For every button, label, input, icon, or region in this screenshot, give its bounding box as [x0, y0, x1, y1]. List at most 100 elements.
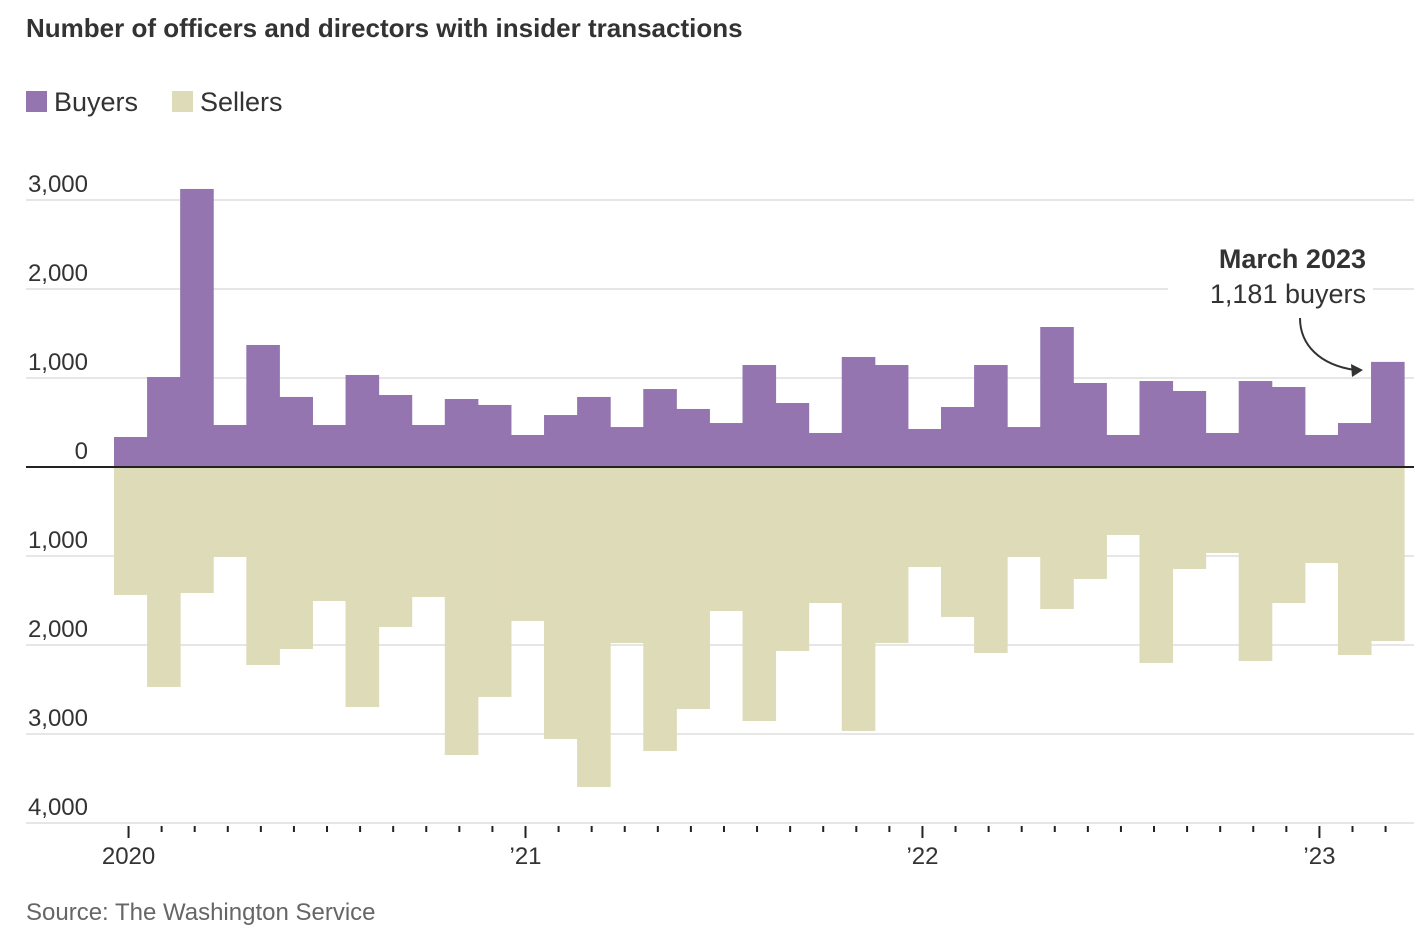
bar-sellers	[1073, 467, 1107, 579]
bar-sellers	[1371, 467, 1405, 641]
bar-sellers	[775, 467, 810, 651]
bar-sellers	[808, 467, 843, 603]
y-tick-label: 2,000	[28, 260, 88, 287]
bar-sellers	[1040, 467, 1074, 610]
y-tick-label: 3,000	[28, 171, 88, 198]
bar-sellers	[1139, 467, 1174, 663]
bar-sellers	[147, 467, 181, 688]
annotation: March 2023 1,181 buyers	[1210, 244, 1366, 377]
bar-sellers	[213, 467, 247, 557]
bar-buyers	[610, 427, 644, 467]
bar-buyers	[246, 344, 280, 467]
legend-label-sellers: Sellers	[200, 87, 283, 117]
bar-buyers	[974, 365, 1008, 467]
bar-buyers	[544, 415, 578, 467]
bar-sellers	[643, 467, 677, 751]
bar-sellers	[378, 467, 413, 628]
bar-sellers	[709, 467, 744, 612]
bar-sellers	[742, 467, 777, 722]
x-tick-label: ’23	[1303, 843, 1335, 870]
x-tick-label: ’22	[906, 843, 938, 870]
legend-swatch-buyers	[26, 91, 47, 112]
bar-buyers	[1371, 361, 1405, 467]
bar-sellers	[676, 467, 710, 709]
annotation-arrowhead	[1351, 364, 1363, 377]
bar-buyers	[775, 403, 810, 467]
bar-buyers	[907, 428, 942, 467]
bar-sellers	[1172, 467, 1207, 569]
annotation-text: 1,181 buyers	[1210, 279, 1366, 309]
bar-buyers	[1238, 381, 1273, 467]
bar-buyers	[1172, 390, 1207, 467]
annotation-title: March 2023	[1219, 244, 1366, 274]
bar-sellers	[544, 467, 578, 739]
y-tick-label: 0	[75, 438, 88, 465]
bar-sellers	[1304, 467, 1339, 564]
bar-buyers	[676, 408, 710, 467]
bar-buyers	[577, 396, 611, 467]
bar-buyers	[378, 394, 413, 467]
bar-sellers	[1337, 467, 1372, 655]
bar-sellers	[180, 467, 214, 594]
bar-buyers	[510, 434, 545, 467]
bar-buyers	[1304, 434, 1339, 467]
bar-buyers	[1337, 423, 1372, 467]
bar-sellers	[279, 467, 313, 650]
bar-buyers	[114, 437, 148, 467]
x-tick-label: ’21	[509, 843, 541, 870]
bar-buyers	[1007, 427, 1041, 467]
bar-buyers	[941, 407, 975, 467]
bar-sellers	[1106, 467, 1140, 535]
bar-buyers	[841, 356, 876, 467]
legend-swatch-sellers	[172, 91, 193, 112]
y-tick-label: 2,000	[28, 616, 88, 643]
y-tick-label: 1,000	[28, 527, 88, 554]
bar-sellers	[841, 467, 876, 731]
bar-buyers	[643, 389, 677, 467]
source-note: Source: The Washington Service	[26, 899, 376, 926]
bar-buyers	[213, 424, 247, 467]
bar-sellers	[444, 467, 479, 756]
bar-sellers	[941, 467, 975, 617]
x-tick-label: 2020	[102, 843, 155, 870]
annotation-arrow	[1299, 317, 1356, 371]
bar-buyers	[345, 374, 380, 467]
bar-sellers	[411, 467, 446, 598]
bar-sellers	[1007, 467, 1041, 557]
bar-sellers	[477, 467, 512, 697]
bar-sellers	[974, 467, 1008, 654]
bar-sellers	[1271, 467, 1306, 603]
bar-buyers	[808, 433, 843, 467]
y-tick-label: 4,000	[28, 794, 88, 821]
bar-sellers	[610, 467, 644, 644]
bar-buyers	[709, 423, 744, 467]
bar-buyers	[874, 365, 909, 467]
bar-buyers	[279, 396, 313, 467]
bar-sellers	[1205, 467, 1240, 553]
bar-buyers	[180, 188, 214, 468]
bar-buyers	[147, 377, 181, 467]
bar-sellers	[907, 467, 942, 568]
bar-buyers	[1271, 386, 1306, 467]
chart-title: Number of officers and directors with in…	[26, 13, 743, 43]
bar-buyers	[444, 399, 479, 467]
bar-sellers	[510, 467, 545, 621]
bar-sellers	[1238, 467, 1273, 662]
bar-buyers	[1073, 382, 1107, 467]
bar-buyers	[477, 404, 512, 467]
bar-sellers	[874, 467, 909, 644]
bar-sellers	[246, 467, 280, 666]
bar-sellers	[577, 467, 611, 788]
bar-sellers	[345, 467, 380, 708]
y-tick-label: 3,000	[28, 705, 88, 732]
bar-sellers	[114, 467, 148, 595]
bar-sellers	[312, 467, 347, 602]
legend-label-buyers: Buyers	[54, 87, 138, 117]
bar-buyers	[411, 424, 446, 467]
bar-buyers	[1139, 381, 1174, 467]
bar-buyers	[1040, 327, 1074, 467]
bar-buyers	[1106, 434, 1140, 467]
y-tick-label: 1,000	[28, 349, 88, 376]
legend: Buyers Sellers	[26, 87, 283, 117]
